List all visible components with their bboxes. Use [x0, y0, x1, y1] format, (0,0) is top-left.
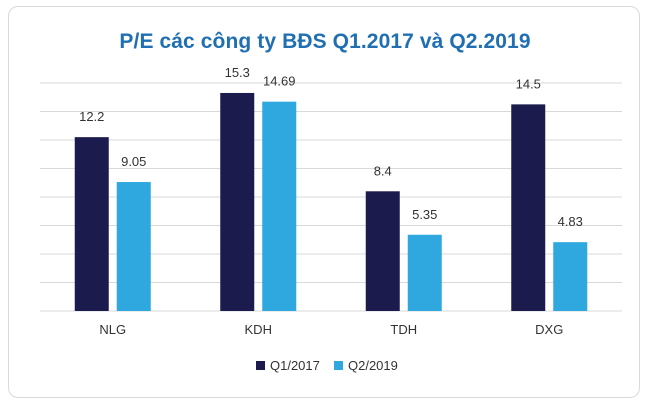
data-label: 15.3	[225, 65, 250, 80]
chart-title: P/E các công ty BĐS Q1.2017 và Q2.2019	[119, 30, 531, 53]
data-label: 5.35	[412, 207, 437, 222]
bar-tdh-q1-2017	[365, 191, 400, 311]
bar-kdh-q2-2019	[262, 101, 297, 311]
x-tick-labels: NLG KDH TDH DXG	[99, 322, 563, 337]
data-label: 14.5	[516, 76, 541, 91]
x-tick-label: DXG	[535, 322, 563, 337]
legend-swatch	[334, 361, 343, 370]
bar-dxg-q2-2019	[553, 242, 588, 311]
legend-label: Q1/2017	[270, 358, 320, 373]
data-label: 4.83	[558, 214, 583, 229]
bar-dxg-q1-2017	[511, 104, 546, 311]
data-label: 9.05	[121, 154, 146, 169]
legend: Q1/2017 Q2/2019	[256, 358, 398, 373]
bar-nlg-q2-2019	[116, 182, 151, 311]
x-tick-label: TDH	[390, 322, 417, 337]
bar-nlg-q1-2017	[74, 137, 109, 311]
data-labels: 12.2 9.05 15.3 14.69 8.4 5.35 14.5 4.83	[79, 65, 583, 229]
bars	[74, 92, 588, 311]
data-label: 14.69	[263, 74, 296, 89]
bar-kdh-q1-2017	[220, 92, 255, 311]
legend-swatch	[256, 361, 265, 370]
legend-label: Q2/2019	[348, 358, 398, 373]
x-tick-label: NLG	[99, 322, 126, 337]
bar-tdh-q2-2019	[407, 234, 442, 311]
data-label: 8.4	[374, 163, 392, 178]
x-tick-label: KDH	[245, 322, 272, 337]
data-label: 12.2	[79, 109, 104, 124]
